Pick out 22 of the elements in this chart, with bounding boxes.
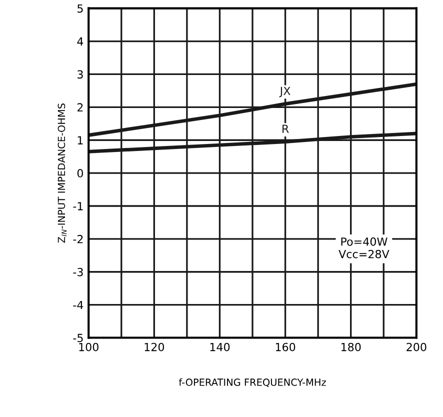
x-tick-label: 180 [341, 342, 361, 352]
y-tick-label: 0 [77, 169, 83, 178]
y-tick-label: -2 [73, 234, 83, 244]
y-tick-label: -1 [73, 202, 83, 210]
x-tick-label: 160 [276, 342, 296, 352]
x-tick-label: 100 [79, 342, 98, 352]
y-tick-label: 1 [78, 136, 83, 144]
y-tick-label: -3 [73, 268, 83, 276]
x-tick-label: 200 [406, 342, 426, 352]
x-tick-label: 120 [144, 342, 164, 352]
y-tick-label: 2 [77, 103, 83, 112]
series-label: R [282, 124, 289, 133]
y-tick-label: -5 [73, 334, 83, 342]
y-tick-label: 4 [77, 37, 84, 46]
y-tick-label: 3 [78, 70, 83, 79]
y-tick-label: -4 [73, 300, 84, 310]
y-tick-label: 5 [78, 4, 83, 13]
annotation: Po=40W Vcc=28V [338, 237, 390, 258]
x-tick-label: 140 [210, 342, 230, 352]
series-label: JX [279, 86, 290, 98]
y-axis-title: Z$_{IN}$-INPUT IMPEDANCE-OHMS [58, 104, 67, 243]
x-axis-title: f-OPERATING FREQUENCY-MHz [178, 378, 326, 388]
